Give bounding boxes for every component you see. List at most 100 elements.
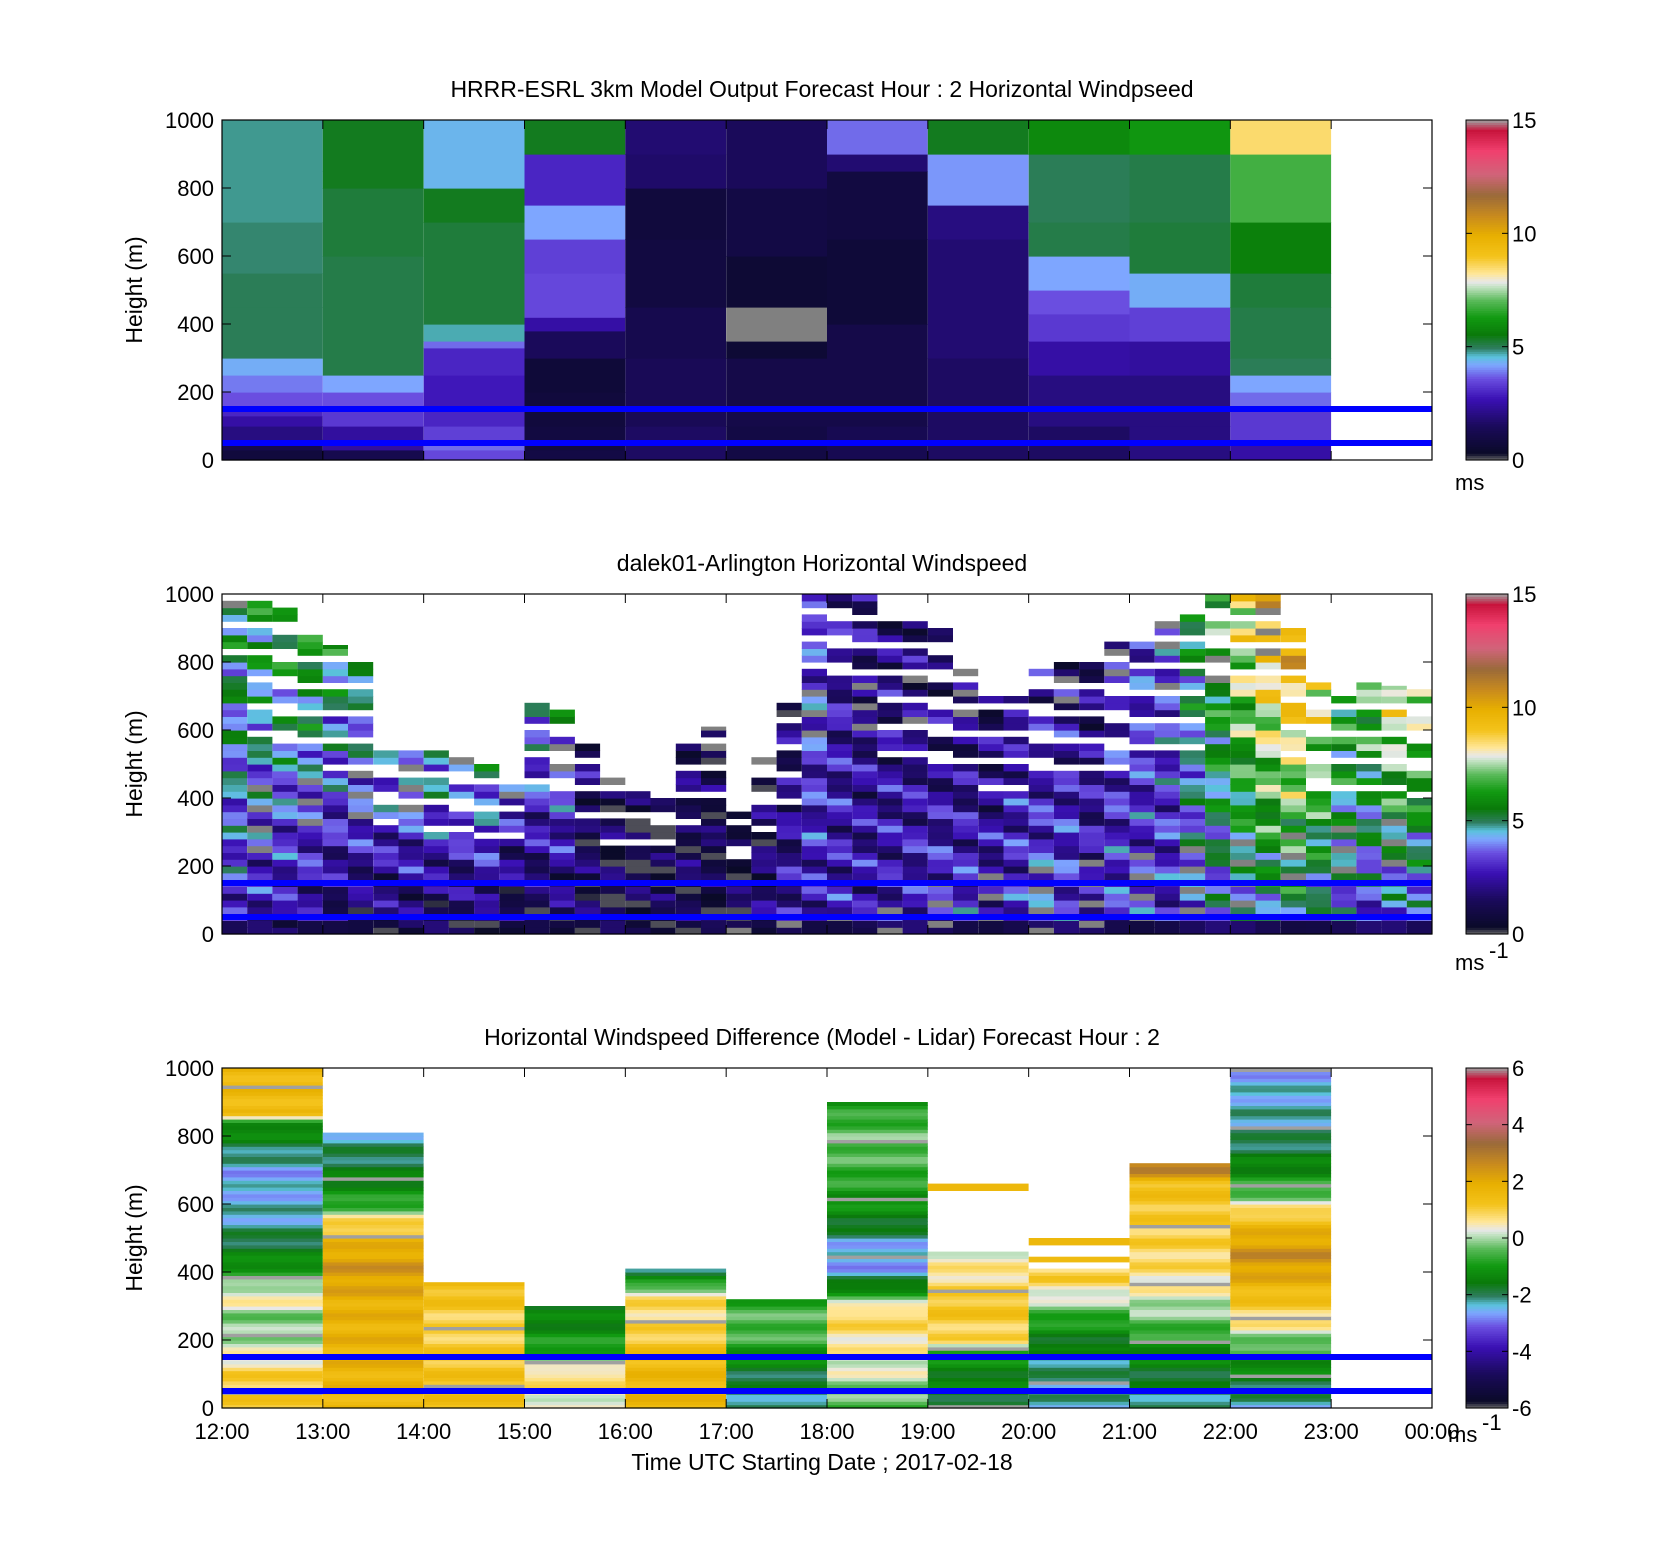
heatmap-cell (1205, 709, 1231, 717)
heatmap-cell (1129, 1176, 1231, 1181)
heatmap-cell (1356, 920, 1382, 928)
heatmap-cell (827, 1200, 928, 1205)
heatmap-cell (1230, 1251, 1332, 1256)
heatmap-cell (1255, 866, 1281, 874)
heatmap-cell (272, 886, 298, 894)
heatmap-cell (348, 791, 374, 799)
heatmap-cell (902, 634, 928, 643)
heatmap-cell (247, 777, 273, 785)
heatmap-cell (927, 1285, 1029, 1290)
heatmap-cell (801, 770, 827, 779)
heatmap-cell (827, 1261, 928, 1266)
heatmap-cell (827, 1282, 928, 1287)
heatmap-cell (827, 1336, 928, 1341)
colorbar-segment (1466, 1301, 1508, 1305)
heatmap-cell (1306, 743, 1332, 751)
heatmap-cell (675, 893, 701, 901)
heatmap-cell (348, 696, 374, 704)
heatmap-cell (1280, 634, 1306, 643)
heatmap-cell (1381, 689, 1407, 697)
heatmap-cell (222, 716, 248, 724)
heatmap-cell (852, 872, 878, 881)
heatmap-cell (222, 838, 248, 847)
heatmap-cell (1406, 723, 1432, 731)
heatmap-cell (247, 641, 273, 649)
colorbar-segment (1466, 1228, 1508, 1232)
colorbar-segment (1466, 727, 1508, 731)
heatmap-cell (222, 859, 248, 867)
colorbar-segment (1466, 639, 1508, 643)
colorbar-segment (1466, 850, 1508, 853)
heatmap-cell (877, 845, 903, 853)
heatmap-cell (247, 798, 273, 806)
colorbar-segment (1466, 863, 1508, 867)
heatmap-cell (373, 811, 399, 819)
heatmap-cell (222, 1081, 323, 1086)
heatmap-cell (474, 859, 500, 867)
heatmap-cell (348, 845, 374, 853)
heatmap-cell (322, 1377, 424, 1382)
heatmap-cell (549, 859, 575, 867)
heatmap-cell (549, 832, 575, 840)
heatmap-cell (877, 648, 903, 656)
heatmap-cell (322, 1384, 424, 1389)
heatmap-cell (448, 859, 475, 867)
heatmap-cell (373, 838, 399, 847)
heatmap-cell (1406, 845, 1432, 853)
heatmap-cell (1129, 1380, 1231, 1385)
heatmap-cell (625, 1340, 727, 1344)
heatmap-cell (1028, 886, 1054, 894)
colorbar-segment (1466, 829, 1508, 833)
heatmap-cell (1028, 1282, 1130, 1287)
heatmap-cell (1079, 791, 1105, 799)
heatmap-cell (348, 832, 374, 840)
heatmap-cell (1079, 743, 1105, 751)
heatmap-cell (423, 845, 449, 853)
heatmap-cell (927, 798, 953, 806)
heatmap-cell (222, 1248, 323, 1253)
colorbar-segment (1466, 444, 1508, 447)
heatmap-cell (650, 872, 676, 881)
heatmap-cell (1280, 662, 1306, 670)
heatmap-cell (1230, 757, 1256, 765)
heatmap-cell (448, 845, 475, 853)
heatmap-cell (524, 866, 550, 874)
heatmap-cell (1129, 1197, 1231, 1202)
colorbar-segment (1466, 827, 1508, 831)
heatmap-cell (423, 1336, 525, 1341)
heatmap-cell (801, 900, 827, 908)
colorbar-segment (1466, 764, 1508, 767)
colorbar-segment (1466, 1306, 1508, 1309)
heatmap-cell (398, 804, 424, 813)
heatmap-cell (1129, 1170, 1231, 1174)
heatmap-cell (953, 798, 979, 806)
colorbar-segment (1466, 1281, 1508, 1284)
colorbar-segment (1466, 1283, 1508, 1287)
heatmap-cell (927, 634, 953, 643)
colorbar-segment (1466, 358, 1508, 361)
heatmap-cell (726, 1309, 827, 1314)
heatmap-cell (574, 872, 601, 881)
colorbar-segment (1466, 705, 1508, 708)
heatmap-cell (877, 689, 903, 697)
heatmap-cell (1028, 375, 1130, 427)
colorbar-segment (1466, 886, 1508, 890)
heatmap-cell (827, 1115, 928, 1120)
heatmap-cell (852, 798, 878, 806)
heatmap-cell (272, 716, 298, 724)
heatmap-cell (801, 927, 827, 935)
heatmap-cell (927, 927, 953, 935)
panel-title: dalek01-Arlington Horizontal Windspeed (617, 550, 1027, 576)
heatmap-cell (1028, 716, 1054, 724)
heatmap-cell (222, 1180, 323, 1185)
heatmap-cell (1003, 750, 1029, 758)
colorbar-segment (1466, 870, 1508, 874)
colorbar-segment (1466, 777, 1508, 781)
heatmap-cell (222, 273, 323, 308)
colorbar-segment (1466, 1303, 1508, 1307)
heatmap-cell (1356, 859, 1382, 867)
heatmap-cell (1230, 1142, 1332, 1147)
heatmap-cell (1003, 709, 1029, 717)
heatmap-cell (322, 1302, 424, 1307)
heatmap-cell (1154, 621, 1180, 629)
